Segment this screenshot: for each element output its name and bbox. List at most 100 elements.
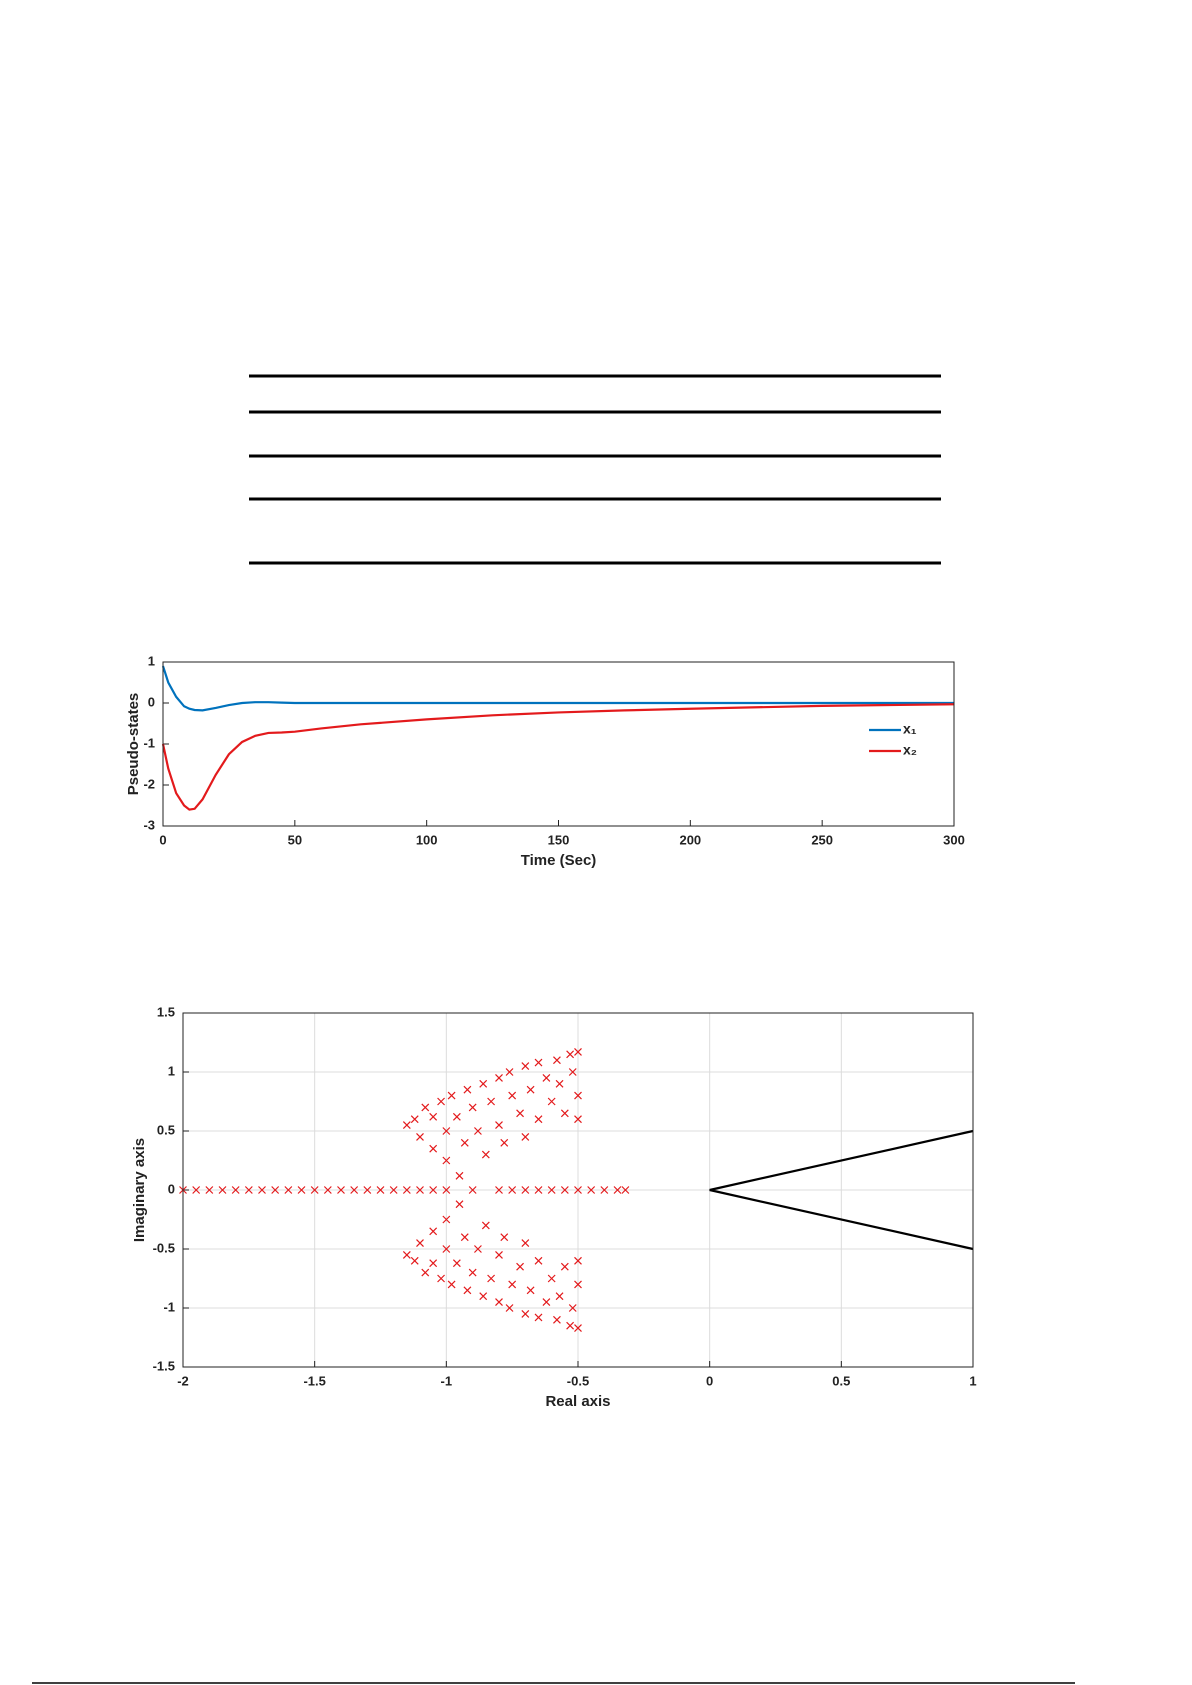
x-tick-label: -0.5 <box>567 1373 589 1388</box>
scatter-point <box>421 1103 430 1112</box>
scatter-point <box>323 1186 332 1194</box>
scatter-point <box>452 1112 461 1121</box>
scatter-point <box>574 1115 582 1124</box>
scatter-point <box>218 1186 227 1194</box>
scatter-point <box>429 1227 438 1236</box>
scatter-point <box>547 1274 556 1283</box>
scatter-point <box>350 1186 359 1194</box>
scatter-point <box>534 1256 543 1265</box>
scatter-point <box>297 1186 306 1194</box>
scatter-point <box>505 1304 514 1312</box>
scatter-point <box>429 1112 438 1121</box>
scatter-point <box>205 1186 214 1194</box>
scatter-point <box>455 1171 464 1180</box>
scatter-point <box>495 1121 503 1130</box>
y-tick-label: -1.5 <box>153 1358 175 1373</box>
series-line <box>709 1129 974 1251</box>
scatter-point <box>429 1259 438 1268</box>
x-axis-label: Real axis <box>545 1393 610 1410</box>
scatter-point <box>487 1274 496 1283</box>
scatter-point <box>516 1262 524 1271</box>
y-tick-label: 0 <box>168 1181 175 1196</box>
x-tick-label: 0 <box>159 832 166 847</box>
scatter-point <box>410 1115 419 1124</box>
scatter-point <box>402 1186 411 1194</box>
series-line <box>161 665 954 712</box>
scatter-point <box>192 1186 201 1194</box>
legend-label: x₁ <box>903 721 917 737</box>
scatter-point <box>429 1144 438 1153</box>
scatter-point <box>402 1121 411 1130</box>
scatter-point <box>495 1250 503 1259</box>
scatter-point <box>271 1186 280 1194</box>
scatter-point <box>442 1186 451 1194</box>
scatter-point <box>487 1097 496 1106</box>
scatter-point <box>500 1233 509 1242</box>
scatter-point <box>542 1298 551 1307</box>
empty-table <box>249 374 941 565</box>
scatter-point <box>447 1280 456 1289</box>
scatter-point <box>508 1280 517 1289</box>
scatter-point <box>508 1091 517 1100</box>
scatter-point <box>574 1048 582 1056</box>
scatter-point <box>421 1268 430 1277</box>
x-tick-label: 0.5 <box>832 1373 850 1388</box>
scatter-point <box>416 1186 424 1194</box>
y-tick-label: 1.5 <box>157 1004 175 1019</box>
scatter-point <box>389 1186 398 1194</box>
scatter-point <box>505 1068 514 1076</box>
scatter-point <box>500 1138 509 1147</box>
x-tick-label: 150 <box>548 832 570 847</box>
y-tick-label: -2 <box>143 776 155 791</box>
scatter-point <box>337 1186 345 1194</box>
scatter-point <box>495 1298 503 1307</box>
scatter-point <box>600 1186 609 1194</box>
scatter-point <box>437 1097 445 1106</box>
plot-frame <box>182 1012 974 1368</box>
scatter-point <box>310 1186 319 1194</box>
scatter-point <box>416 1132 424 1141</box>
scatter-point <box>526 1085 535 1094</box>
scatter-point <box>521 1309 530 1318</box>
scatter-point <box>410 1256 419 1265</box>
scatter-point <box>553 1315 561 1324</box>
scatter-point <box>534 1313 543 1322</box>
y-axis-label: Imaginary axis <box>131 1138 148 1242</box>
x-tick-label: -1.5 <box>303 1373 325 1388</box>
y-tick-label: -1 <box>163 1299 175 1314</box>
scatter-point <box>495 1186 503 1194</box>
legend-label: x₂ <box>903 742 917 758</box>
scatter-point <box>468 1186 477 1194</box>
scatter-point <box>442 1215 451 1224</box>
y-axis-label: Pseudo-states <box>125 693 142 796</box>
scatter-point <box>613 1186 622 1194</box>
scatter-point <box>460 1138 469 1147</box>
scatter-point <box>521 1062 530 1071</box>
x-tick-label: -1 <box>441 1373 453 1388</box>
series-line <box>161 703 955 811</box>
scatter-point <box>479 1292 488 1301</box>
plot-area <box>163 662 954 826</box>
scatter-point <box>534 1058 543 1067</box>
x-tick-label: 300 <box>943 832 965 847</box>
scatter-point <box>479 1079 488 1088</box>
scatter-point <box>495 1073 503 1082</box>
scatter-point <box>416 1239 424 1248</box>
x-tick-label: 0 <box>706 1373 713 1388</box>
plot-frame <box>162 661 955 827</box>
scatter-point <box>455 1200 464 1209</box>
scatter-point <box>402 1250 411 1259</box>
scatter-point <box>568 1068 577 1076</box>
scatter-point <box>468 1268 477 1277</box>
scatter-point <box>244 1186 253 1194</box>
scatter-point <box>442 1127 451 1135</box>
scatter-point <box>560 1262 569 1271</box>
scatter-point <box>574 1186 582 1194</box>
scatter-point <box>521 1239 530 1248</box>
x-tick-label: 1 <box>969 1373 976 1388</box>
scatter-point <box>437 1274 445 1283</box>
scatter-point <box>508 1186 517 1194</box>
scatter-point <box>587 1186 596 1194</box>
scatter-point <box>516 1109 524 1118</box>
scatter-point <box>574 1256 582 1265</box>
